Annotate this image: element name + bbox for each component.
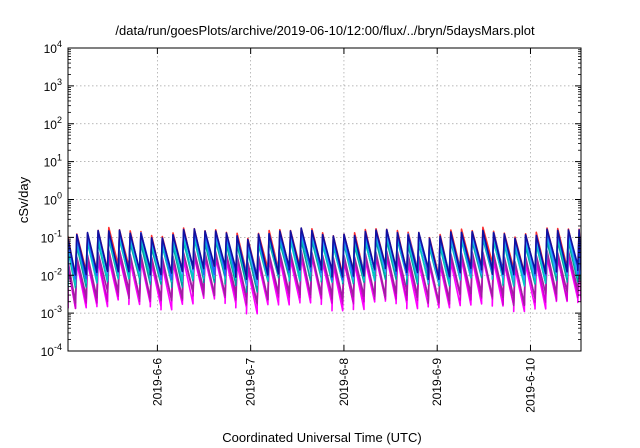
y-tick-label: 103	[44, 77, 62, 94]
y-axis-label: cSv/day	[16, 176, 31, 223]
x-axis-label: Coordinated Universal Time (UTC)	[222, 430, 421, 445]
x-tick-label: 2019-6-6	[150, 358, 164, 406]
x-tick-label: 2019-6-7	[244, 358, 258, 406]
y-tick-label: 101	[44, 153, 62, 170]
y-tick-label: 10-3	[41, 304, 62, 321]
chart-title: /data/run/goesPlots/archive/2019-06-10/1…	[115, 23, 535, 38]
x-tick-label: 2019-6-10	[523, 358, 537, 413]
y-tick-label: 10-2	[41, 266, 62, 283]
y-tick-label: 10-1	[41, 228, 62, 245]
y-ticks: 104 103 102 101 100 10-1 10-2 10-3 10-4	[41, 39, 581, 359]
y-tick-label: 102	[44, 115, 62, 132]
x-tick-label: 2019-6-8	[337, 358, 351, 406]
y-tick-label: 100	[44, 191, 62, 208]
y-tick-label: 104	[44, 39, 62, 56]
grid	[68, 48, 581, 351]
x-tick-label: 2019-6-9	[430, 358, 444, 406]
y-tick-label: 10-4	[41, 342, 62, 359]
series-line-9	[68, 227, 581, 281]
x-ticks: 2019-6-6 2019-6-7 2019-6-8 2019-6-9 2019-6-1…	[150, 48, 537, 413]
series-group	[68, 226, 581, 315]
